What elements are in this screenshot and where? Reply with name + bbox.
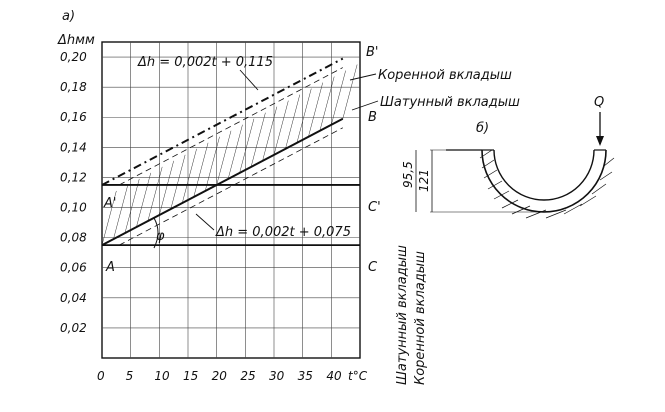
force-label: Q — [594, 95, 604, 110]
y-tick-label: 0,06 — [60, 261, 87, 275]
x-tick-label: 25 — [240, 369, 255, 383]
y-tick-label: 0,04 — [60, 291, 87, 305]
band-hatch — [319, 76, 335, 131]
band-hatch — [227, 124, 243, 179]
band-hatch — [331, 70, 346, 125]
band-hatch — [239, 118, 255, 173]
band-hatch — [285, 94, 301, 149]
band-hatch — [101, 190, 117, 246]
dimension-outer: 95,5 — [401, 161, 415, 188]
series-line-secondary — [119, 127, 343, 246]
band-hatch — [193, 142, 209, 198]
y-tick-label: 0,08 — [60, 231, 87, 245]
series-line-secondary — [119, 67, 343, 186]
x-tick-label: 10 — [154, 369, 170, 383]
x-tick-label: 15 — [183, 369, 198, 383]
band-hatch — [308, 82, 323, 137]
band-hatch — [216, 130, 232, 186]
y-tick-label: 0,14 — [60, 140, 87, 154]
point-label-a: A — [105, 260, 115, 275]
point-label-b-prime: B' — [366, 45, 379, 60]
point-label-c-prime: C' — [368, 200, 381, 215]
band-hatch — [147, 166, 163, 222]
plot-frame — [101, 41, 361, 359]
band-hatch — [136, 172, 151, 228]
point-label-b: B — [368, 110, 377, 125]
angle-arc — [153, 217, 159, 249]
y-tick-label: 0,12 — [60, 170, 87, 184]
y-ticks: 0,20 0,18 0,16 0,14 0,12 0,10 0,08 0,06 0,04 0,02 — [60, 50, 87, 335]
legend-rod-bearing: Шатунный вкладыш — [380, 95, 520, 110]
lower-formula-leader — [195, 213, 215, 231]
point-label-a-prime: A' — [103, 196, 116, 211]
series-line — [101, 117, 344, 247]
band-hatch — [124, 178, 140, 234]
y-tick-label: 0,10 — [60, 201, 87, 215]
chart-marks — [101, 57, 360, 247]
bearing-shell-outer — [481, 149, 607, 213]
band-hatch — [296, 88, 312, 143]
x-tick-label: 0 — [97, 369, 105, 383]
y-axis-label: Δhмм — [57, 33, 95, 48]
bearing-shell-inner — [493, 149, 595, 201]
vertical-legend-rod: Шатунный вкладыш — [395, 245, 410, 385]
x-tick-label: 40 — [326, 369, 342, 383]
upper-formula-leader — [239, 69, 259, 91]
x-tick-label: 5 — [126, 369, 134, 383]
y-tick-label: 0,02 — [60, 321, 87, 335]
y-tick-label: 0,16 — [60, 110, 87, 124]
band-hatch — [182, 148, 197, 204]
point-label-c: C — [368, 260, 378, 275]
band-hatch — [113, 184, 129, 240]
x-tick-label: 30 — [269, 369, 285, 383]
x-tick-label: 35 — [298, 369, 313, 383]
grid-lines — [102, 42, 360, 358]
legend-main-leader — [349, 73, 377, 81]
x-ticks: 0 5 10 15 20 25 30 35 40 — [97, 369, 342, 383]
panel-b-label: б) — [476, 121, 489, 136]
angle-label: φ — [156, 229, 165, 244]
series-line — [101, 57, 344, 186]
band-hatch — [250, 112, 266, 167]
band-hatch — [170, 154, 186, 210]
panel-a-label: а) — [62, 9, 75, 24]
bearing-sketch: Q 95,5 121 — [401, 95, 615, 219]
dimension-inner: 121 — [417, 169, 431, 192]
band-hatch — [273, 100, 289, 155]
vertical-legend-main: Коренной вкладыш — [413, 251, 428, 385]
band-hatch — [342, 64, 358, 119]
x-axis-label: t°C — [348, 369, 368, 383]
legend-main-bearing: Коренной вкладыш — [378, 68, 512, 83]
x-tick-label: 20 — [212, 369, 228, 383]
band-hatch — [204, 136, 220, 192]
band-hatch — [262, 106, 278, 161]
band-hatch — [159, 160, 174, 216]
y-tick-label: 0,18 — [60, 80, 87, 94]
legend-rod-leader — [351, 100, 379, 111]
lower-formula: Δh = 0,002t + 0,075 — [215, 225, 351, 240]
y-tick-label: 0,20 — [60, 50, 87, 64]
upper-formula: Δh = 0,002t + 0,115 — [137, 55, 273, 70]
housing-hatch — [479, 149, 615, 219]
